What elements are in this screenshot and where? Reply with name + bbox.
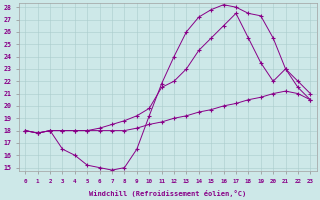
- X-axis label: Windchill (Refroidissement éolien,°C): Windchill (Refroidissement éolien,°C): [89, 190, 246, 197]
